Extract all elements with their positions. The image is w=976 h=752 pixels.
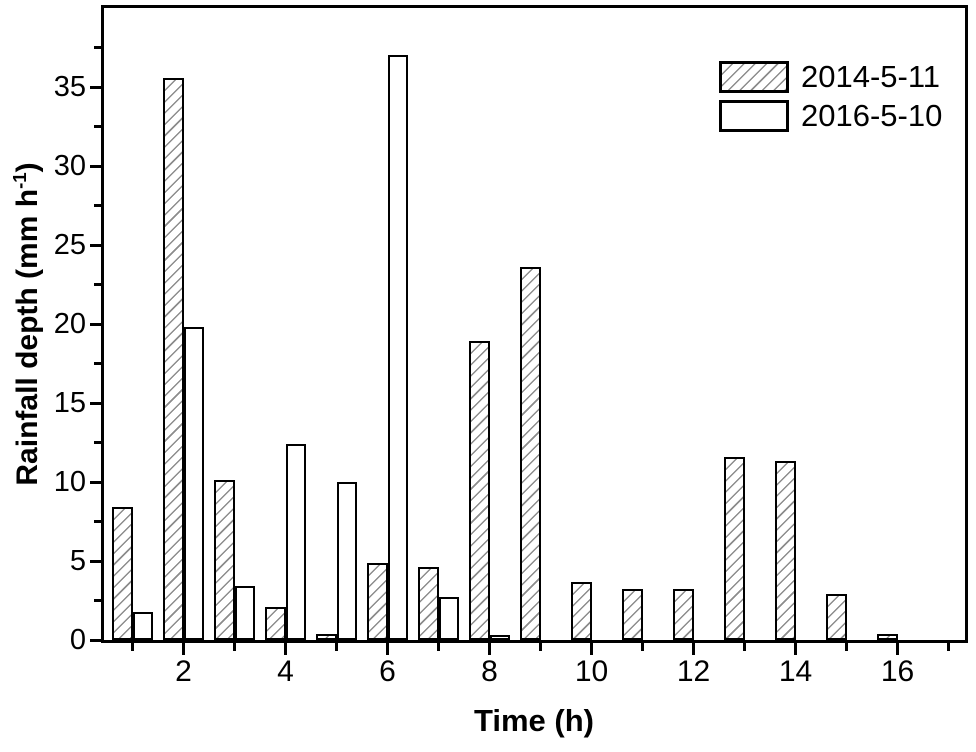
y-tick-label-10: 10: [53, 466, 86, 498]
bar-2014-5-11-hour-16: [877, 633, 898, 640]
bar-2014-5-11-hour-11: [622, 589, 643, 640]
y-major-tick-5: [90, 559, 101, 563]
y-major-tick-30: [90, 164, 101, 168]
x-tick-label-14: 14: [778, 655, 813, 688]
x-minor-tick-7: [437, 643, 440, 651]
legend: 2014-5-11 2016-5-10: [719, 57, 942, 135]
y-major-tick-20: [90, 322, 101, 326]
y-tick-label-35: 35: [53, 71, 86, 103]
bar-2014-5-11-hour-12: [673, 589, 694, 640]
x-major-tick-8: [488, 643, 491, 655]
bar-2016-5-10-hour-1: [132, 611, 153, 640]
legend-label-2014-5-11: 2014-5-11: [801, 59, 941, 94]
x-minor-tick-17: [947, 643, 950, 651]
x-axis-title: Time (h): [474, 703, 594, 738]
x-major-tick-6: [386, 643, 389, 655]
x-tick-label-6: 6: [379, 655, 396, 688]
bar-2016-5-10-hour-6: [387, 55, 408, 640]
bar-2014-5-11-hour-5: [316, 633, 337, 640]
legend-row-2014-5-11: 2014-5-11: [719, 57, 942, 96]
bar-2016-5-10-hour-8: [489, 635, 510, 640]
y-axis-title-close: ): [11, 162, 44, 173]
y-minor-tick-27.5: [94, 204, 101, 207]
y-axis-title-main: Rainfall depth (mm h: [11, 188, 44, 486]
x-major-tick-10: [590, 643, 593, 655]
y-tick-label-20: 20: [53, 308, 86, 340]
bar-2014-5-11-hour-2: [163, 77, 184, 640]
x-minor-tick-1: [131, 643, 134, 651]
y-minor-tick-22.5: [94, 283, 101, 286]
x-minor-tick-9: [539, 643, 542, 651]
x-minor-tick-13: [743, 643, 746, 651]
bar-2016-5-10-hour-2: [183, 327, 204, 640]
x-major-tick-2: [182, 643, 185, 655]
y-major-tick-0: [90, 638, 101, 642]
x-minor-tick-3: [233, 643, 236, 651]
x-major-tick-4: [284, 643, 287, 655]
bar-2014-5-11-hour-3: [214, 480, 235, 640]
bar-2014-5-11-hour-14: [775, 461, 796, 640]
bar-2014-5-11-hour-4: [265, 606, 286, 640]
y-minor-tick-32.5: [94, 125, 101, 128]
x-tick-label-2: 2: [175, 655, 192, 688]
y-minor-tick-17.5: [94, 362, 101, 365]
x-minor-tick-11: [641, 643, 644, 651]
x-tick-label-4: 4: [277, 655, 294, 688]
bar-2014-5-11-hour-10: [571, 581, 592, 640]
legend-row-2016-5-10: 2016-5-10: [719, 96, 942, 135]
x-tick-label-16: 16: [880, 655, 915, 688]
y-minor-tick-37.5: [94, 46, 101, 49]
legend-label-2016-5-10: 2016-5-10: [801, 98, 943, 133]
bar-2016-5-10-hour-4: [285, 444, 306, 640]
y-major-tick-15: [90, 401, 101, 405]
legend-swatch-hatched: [719, 60, 789, 93]
y-tick-label-30: 30: [53, 150, 86, 182]
y-major-tick-10: [90, 480, 101, 484]
y-minor-tick-12.5: [94, 441, 101, 444]
y-tick-label-0: 0: [69, 624, 86, 656]
bar-2014-5-11-hour-8: [469, 341, 490, 640]
x-major-tick-12: [692, 643, 695, 655]
bar-2016-5-10-hour-5: [336, 482, 357, 640]
y-tick-label-5: 5: [69, 545, 86, 577]
x-major-tick-14: [794, 643, 797, 655]
bar-2014-5-11-hour-13: [724, 456, 745, 640]
x-tick-label-8: 8: [481, 655, 498, 688]
y-axis-title-superscript: -1: [9, 172, 30, 189]
bar-2014-5-11-hour-9: [520, 267, 541, 640]
y-minor-tick-2.5: [94, 599, 101, 602]
y-minor-tick-7.5: [94, 520, 101, 523]
y-axis-title: Rainfall depth (mm h-1): [9, 162, 45, 485]
y-tick-label-25: 25: [53, 229, 86, 261]
x-tick-label-12: 12: [676, 655, 711, 688]
x-minor-tick-15: [845, 643, 848, 651]
bar-2014-5-11-hour-15: [826, 594, 847, 640]
bar-2016-5-10-hour-3: [234, 586, 255, 640]
y-tick-label-15: 15: [53, 387, 86, 419]
y-major-tick-35: [90, 85, 101, 89]
x-minor-tick-5: [335, 643, 338, 651]
x-major-tick-16: [896, 643, 899, 655]
bar-2014-5-11-hour-6: [367, 562, 388, 640]
bar-2014-5-11-hour-1: [112, 507, 133, 640]
x-tick-label-10: 10: [574, 655, 609, 688]
y-major-tick-25: [90, 243, 101, 247]
bar-2014-5-11-hour-7: [418, 567, 439, 640]
bar-2016-5-10-hour-7: [438, 597, 459, 640]
legend-swatch-plain: [719, 99, 789, 132]
